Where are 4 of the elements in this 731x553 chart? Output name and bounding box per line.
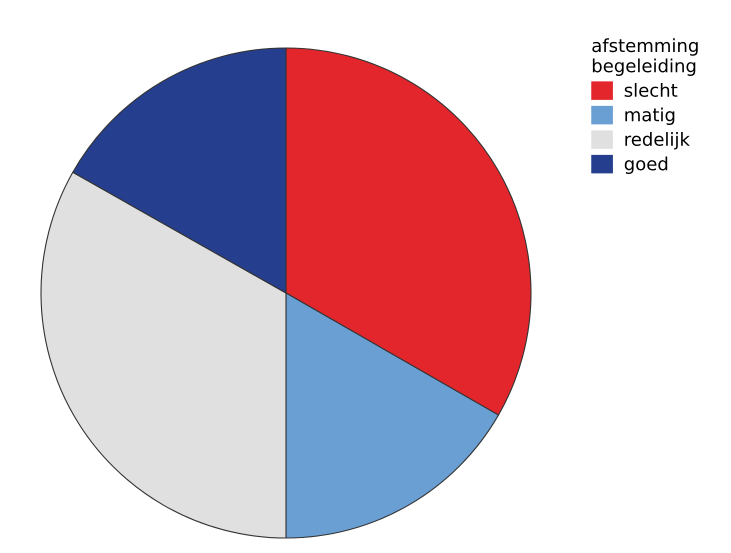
legend-label: matig xyxy=(625,108,674,125)
legend-label: redelijk xyxy=(625,132,690,150)
legend-label: goed xyxy=(624,156,668,174)
legend-label: slecht xyxy=(624,82,678,97)
